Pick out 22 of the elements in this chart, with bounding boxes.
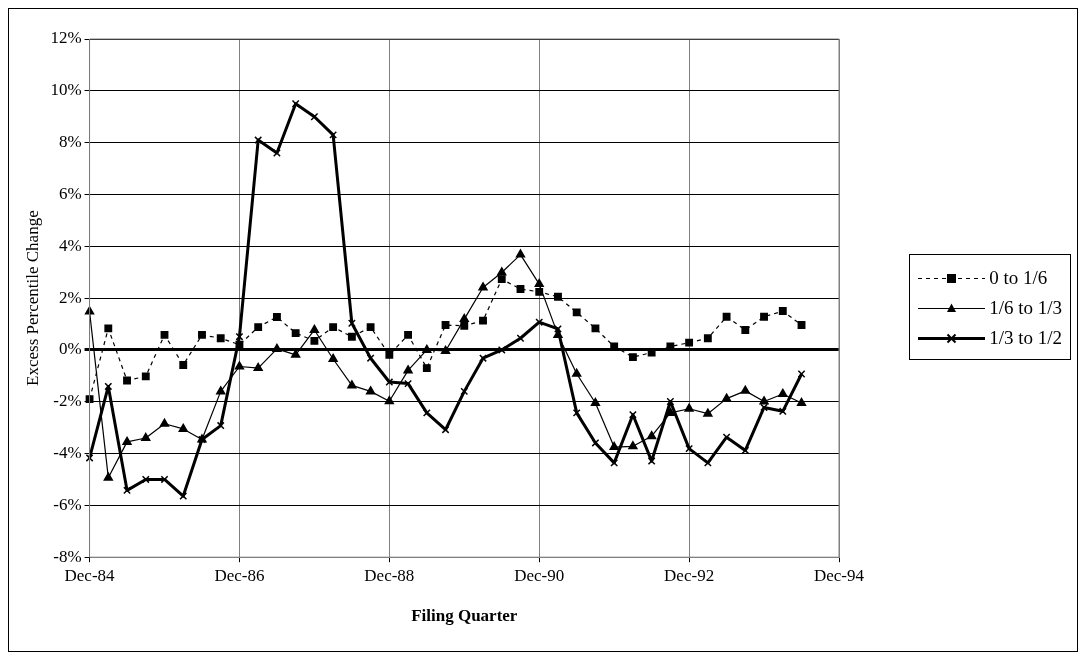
legend-label: 1/3 to 1/2 <box>989 327 1062 349</box>
y-tick-label: 10% <box>50 80 82 100</box>
y-tick-label: -8% <box>53 546 82 566</box>
y-tick-label: 4% <box>58 235 82 255</box>
y-tick-label: -6% <box>53 494 82 514</box>
x-tick-label: Dec-88 <box>364 565 415 585</box>
y-tick-label: 12% <box>50 28 82 48</box>
x-tick-label: Dec-94 <box>813 565 865 585</box>
x-tick-label: Dec-92 <box>664 565 715 585</box>
y-tick-label: -4% <box>53 443 82 463</box>
x-tick-label: Dec-86 <box>214 565 265 585</box>
legend-label: 0 to 1/6 <box>989 267 1048 289</box>
y-tick-label: 0% <box>58 339 82 359</box>
legend-label: 1/6 to 1/3 <box>989 297 1062 319</box>
x-tick-label: Dec-84 <box>64 565 116 585</box>
y-tick-label: 8% <box>58 132 82 152</box>
y-tick-label: 2% <box>58 287 82 307</box>
y-tick-label: -2% <box>53 391 82 411</box>
y-axis-title: Excess Percentile Change <box>22 210 42 386</box>
x-axis-title: Filing Quarter <box>411 606 518 626</box>
x-tick-label: Dec-90 <box>514 565 565 585</box>
y-tick-label: 6% <box>58 183 82 203</box>
